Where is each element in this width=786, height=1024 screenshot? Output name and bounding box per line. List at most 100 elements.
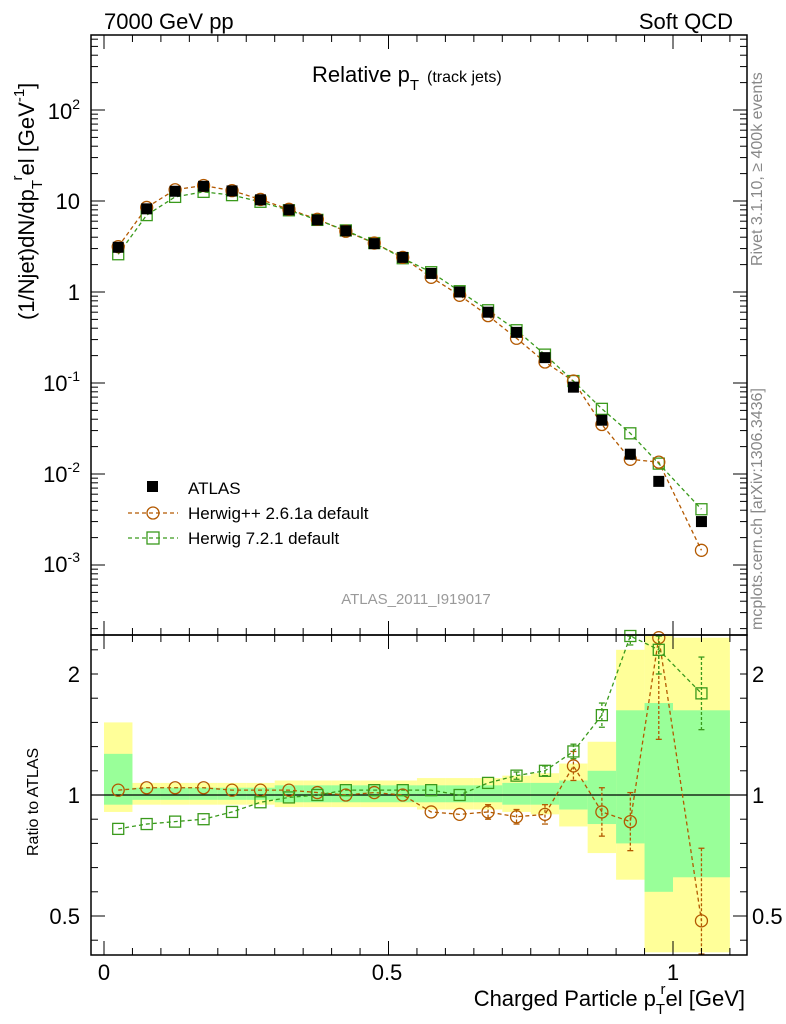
ratio-point-herwig-pp-6 <box>282 783 296 797</box>
ratio-point-herwig7-15 <box>538 764 552 777</box>
ratio-point-herwig7-12 <box>453 788 466 802</box>
main-point-herwig-pp-8 <box>339 224 353 238</box>
main-point-herwig7-18 <box>624 427 637 440</box>
main-point-atlas-10 <box>397 251 409 263</box>
main-point-atlas-6 <box>283 204 295 216</box>
ratio-band-inner-15 <box>530 782 560 805</box>
ratio-point-herwig7-19 <box>652 643 665 656</box>
ratio-point-herwig-pp-3 <box>196 781 211 795</box>
main-point-herwig-pp-4 <box>225 183 239 198</box>
ytick-label-10: 10 <box>56 189 80 214</box>
main-point-atlas-9 <box>368 238 380 250</box>
ratio-ytick-right-2: 2 <box>752 662 764 687</box>
ratio-point-herwig7-18 <box>624 629 637 643</box>
ratio-point-herwig-pp-5 <box>253 783 268 797</box>
ratio-point-herwig-pp-12 <box>452 807 467 822</box>
mcplots-label: mcplots.cern.ch [arXiv:1306.3436] <box>749 388 766 630</box>
main-point-atlas-11 <box>425 267 437 279</box>
ratio-band-inner-0 <box>104 753 133 805</box>
ratio-point-herwig7-11 <box>425 784 438 797</box>
main-point-atlas-20 <box>695 516 707 528</box>
ratio-ytick-0.5: 0.5 <box>49 904 80 929</box>
ratio-point-herwig7-13 <box>481 776 495 790</box>
xtick-label-1: 1 <box>667 960 679 985</box>
ratio-point-herwig-pp-18 <box>623 814 637 829</box>
ratio-point-herwig-pp-15 <box>538 807 552 822</box>
legend-marker-herwig-pp <box>146 506 160 520</box>
rivet-label: Rivet 3.1.10, ≥ 400k events <box>749 72 766 266</box>
ratio-point-herwig7-20 <box>695 687 708 700</box>
main-point-atlas-2 <box>169 185 181 197</box>
main-point-herwig-pp-5 <box>253 192 268 207</box>
ratio-band-inner-7 <box>303 785 332 803</box>
ratio-point-herwig7-6 <box>282 791 296 804</box>
main-point-atlas-4 <box>226 185 238 197</box>
main-point-atlas-3 <box>198 180 210 192</box>
ratio-point-herwig7-4 <box>225 805 239 819</box>
ratio-point-herwig-pp-8 <box>339 788 353 802</box>
ratio-ytick-right-0.5: 0.5 <box>752 904 783 929</box>
ratio-point-herwig7-7 <box>311 788 324 802</box>
main-point-atlas-0 <box>112 241 124 253</box>
ratio-band-inner-14 <box>502 782 531 805</box>
main-point-atlas-17 <box>596 414 608 426</box>
ratio-point-herwig7-14 <box>510 769 523 782</box>
main-data-layer <box>111 178 709 557</box>
legend-marker-atlas <box>147 481 158 492</box>
ratio-point-herwig-pp-4 <box>225 783 239 797</box>
ratio-point-herwig7-16 <box>567 745 580 758</box>
legend-label-herwig7: Herwig 7.2.1 default <box>188 529 339 548</box>
ratio-band-inner-18 <box>616 710 645 844</box>
ratio-band-inner-12 <box>445 785 474 803</box>
ratio-ytick-1: 1 <box>68 783 80 808</box>
beam-energy-label: 7000 GeV pp <box>104 9 234 34</box>
ratio-tick-layer <box>91 635 747 955</box>
ratio-point-herwig7-17 <box>595 708 609 722</box>
ratio-point-herwig7-8 <box>339 784 352 797</box>
legend: ATLAS Herwig++ 2.6.1a default Herwig 7.2… <box>128 479 369 548</box>
ratio-band-layer <box>104 636 730 953</box>
main-tick-layer <box>91 35 747 635</box>
legend-label-herwig-pp: Herwig++ 2.6.1a default <box>188 504 369 523</box>
ratio-point-herwig7-0 <box>112 822 125 836</box>
main-point-herwig-pp-10 <box>396 250 410 265</box>
ratio-line-herwig7 <box>118 635 702 830</box>
main-point-atlas-7 <box>311 214 323 226</box>
ratio-y-axis-label: Ratio to ATLAS <box>25 748 42 856</box>
ratio-point-herwig-pp-11 <box>424 805 438 819</box>
main-point-atlas-18 <box>624 448 636 460</box>
main-point-herwig-pp-19 <box>652 455 666 469</box>
ytick-label-1e-3: 10-3 <box>43 549 80 577</box>
ratio-ytick-2: 2 <box>68 662 80 687</box>
ratio-point-herwig-pp-13 <box>481 805 495 819</box>
ratio-band-inner-20 <box>673 710 730 878</box>
main-point-atlas-13 <box>482 306 494 318</box>
main-point-atlas-8 <box>340 225 352 237</box>
ratio-point-herwig-pp-17 <box>595 805 609 819</box>
main-point-herwig-pp-6 <box>282 202 296 216</box>
main-point-atlas-5 <box>254 194 266 206</box>
legend-label-atlas: ATLAS <box>188 479 241 498</box>
ratio-point-herwig7-2 <box>168 815 182 828</box>
ratio-point-herwig-pp-2 <box>168 781 182 795</box>
main-point-atlas-16 <box>567 381 579 393</box>
ratio-point-herwig-pp-0 <box>111 783 125 797</box>
ratio-point-herwig-pp-19 <box>652 631 666 645</box>
y-axis-label: (1/Njet)dN/dpTrel [GeV-1] <box>9 83 46 320</box>
ratio-point-herwig-pp-14 <box>509 810 524 824</box>
ratio-point-herwig7-1 <box>140 817 153 831</box>
ytick-label-1e-1: 10-1 <box>43 368 80 396</box>
ratio-point-herwig-pp-7 <box>310 785 325 800</box>
analysis-watermark: ATLAS_2011_I919017 <box>341 591 491 608</box>
ratio-point-herwig7-5 <box>254 796 267 809</box>
legend-marker-herwig7 <box>146 531 160 545</box>
main-point-atlas-12 <box>454 286 466 298</box>
xtick-label-0.5: 0.5 <box>372 960 403 985</box>
ytick-label-1: 1 <box>68 280 80 305</box>
main-point-atlas-14 <box>511 326 523 338</box>
x-axis-label: Charged Particle pTrel [GeV] <box>474 981 745 1018</box>
main-point-atlas-15 <box>539 352 551 364</box>
xtick-label-0: 0 <box>98 960 110 985</box>
main-line-herwig7 <box>117 191 702 510</box>
